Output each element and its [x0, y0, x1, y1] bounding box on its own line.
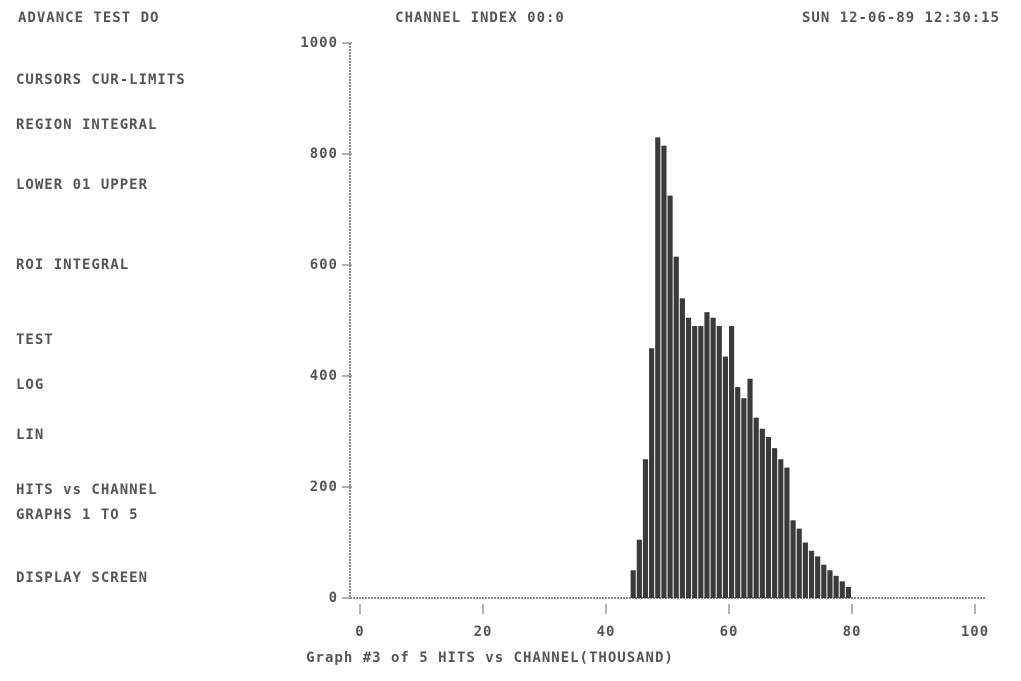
bar — [692, 326, 698, 598]
panel-item: REGION INTEGRAL — [16, 117, 157, 133]
bar — [679, 298, 685, 598]
x-tick-label: 100 — [961, 624, 989, 640]
y-tick-label: 800 — [310, 146, 338, 162]
bar — [815, 556, 821, 598]
x-tick-label: 80 — [843, 624, 862, 640]
panel-item: GRAPHS 1 TO 5 — [16, 507, 139, 523]
bar — [839, 581, 845, 598]
bar — [747, 378, 753, 598]
bar — [655, 137, 661, 598]
bar — [796, 528, 802, 598]
x-tick-label: 20 — [474, 624, 493, 640]
panel-item: HITS vs CHANNEL — [16, 482, 157, 498]
header-center: CHANNEL INDEX 00:0 — [395, 10, 565, 26]
bar — [722, 356, 728, 598]
bar — [729, 326, 735, 598]
bar — [649, 348, 655, 598]
x-tick-label: 60 — [720, 624, 739, 640]
bar — [808, 550, 815, 598]
y-tick-label: 200 — [310, 479, 338, 495]
y-tick-label: 0 — [329, 590, 338, 606]
bar — [704, 312, 710, 598]
bar — [753, 417, 759, 598]
bar — [667, 195, 673, 598]
bar — [772, 448, 778, 598]
x-axis-label: Graph #3 of 5 HITS vs CHANNEL(THOUSAND) — [306, 650, 674, 666]
bar — [642, 459, 649, 598]
bar — [716, 326, 722, 598]
header-right: SUN 12-06-89 12:30:15 — [802, 10, 1000, 26]
panel-item: LOWER 01 UPPER — [16, 177, 148, 193]
panel-item: DISPLAY SCREEN — [16, 570, 148, 586]
bar — [778, 459, 784, 598]
bar — [673, 256, 679, 598]
y-tick-label: 400 — [310, 368, 338, 384]
y-tick-label: 600 — [310, 257, 338, 273]
panel-item: CURSORS CUR-LIMITS — [16, 72, 186, 88]
bar — [845, 586, 851, 598]
y-tick-label: 1000 — [300, 35, 338, 51]
bar — [790, 520, 796, 598]
bar — [821, 564, 827, 598]
bar — [759, 428, 765, 598]
bar — [802, 542, 808, 598]
header-left: ADVANCE TEST DO — [18, 10, 159, 26]
bar — [636, 539, 642, 598]
x-tick-label: 0 — [355, 624, 364, 640]
panel-item: LOG — [16, 377, 44, 393]
bar — [735, 387, 741, 598]
bar — [685, 317, 692, 598]
bar — [630, 570, 636, 598]
panel-item: LIN — [16, 427, 44, 443]
bar — [741, 398, 747, 598]
panel-item: ROI INTEGRAL — [16, 257, 129, 273]
bar — [765, 437, 772, 598]
panel-item: TEST — [16, 332, 54, 348]
bar — [784, 467, 790, 598]
bar — [827, 570, 833, 598]
bar — [698, 326, 704, 598]
bar — [661, 145, 667, 599]
x-tick-label: 40 — [597, 624, 616, 640]
bar — [710, 317, 716, 598]
bar — [833, 575, 839, 598]
